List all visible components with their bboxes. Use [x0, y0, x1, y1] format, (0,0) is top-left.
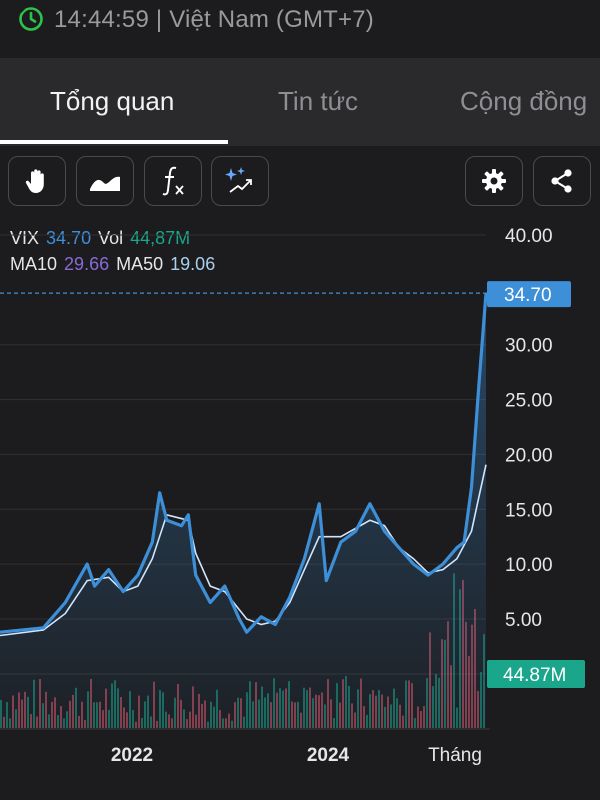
price-legend: VIX 34.70 Vol 44,87M	[10, 228, 192, 249]
volume-tag-label: 44.87M	[503, 665, 566, 686]
function-icon	[162, 166, 184, 196]
ai-tool-button[interactable]	[211, 156, 269, 206]
chart-type-button[interactable]	[76, 156, 134, 206]
price-line	[0, 292, 488, 634]
hand-tool-button[interactable]	[8, 156, 66, 206]
tab-community[interactable]: Cộng đồng	[460, 86, 588, 116]
last-volume-tag: 44.87M	[487, 660, 585, 688]
active-tab-indicator	[0, 140, 228, 144]
ma10-value: 29.66	[64, 254, 110, 274]
share-icon	[551, 169, 572, 193]
tab-news[interactable]: Tin tức	[278, 86, 359, 116]
clock-icon	[18, 6, 43, 31]
ma50-label: MA50	[116, 254, 164, 274]
hand-icon	[25, 169, 44, 193]
x-tick-label: Tháng	[428, 745, 482, 766]
price-chart[interactable]: 40.00 30.00 25.00 20.00 15.00 10.00 5.00 34.70…	[0, 220, 600, 780]
status-bar: 14:44:59 | Việt Nam (GMT+7)	[0, 0, 600, 40]
x-axis: 2022 2024 Tháng	[111, 745, 482, 766]
ma10-label: MA10	[10, 254, 58, 274]
x-tick-label: 2024	[307, 745, 350, 766]
vol-value: 44,87M	[130, 228, 191, 248]
y-tick-label: 5.00	[505, 610, 542, 631]
y-tick-label: 30.00	[505, 336, 553, 357]
magic-wand-icon	[225, 167, 252, 193]
settings-button[interactable]	[465, 156, 523, 206]
tab-overview[interactable]: Tổng quan	[50, 86, 175, 116]
ma50-value: 19.06	[170, 254, 216, 274]
y-tick-label: 25.00	[505, 391, 553, 412]
last-price-tag: 34.70	[487, 281, 571, 308]
symbol-label: VIX	[10, 228, 40, 248]
ma-legend: MA10 29.66 MA50 19.06	[10, 254, 217, 275]
y-tick-label: 40.00	[505, 226, 553, 247]
indicator-button[interactable]	[144, 156, 202, 206]
timezone-label: 14:44:59 | Việt Nam (GMT+7)	[54, 6, 374, 33]
price-value: 34.70	[46, 228, 92, 248]
price-tag-bg	[487, 281, 571, 308]
y-axis: 40.00 30.00 25.00 20.00 15.00 10.00 5.00	[505, 226, 553, 631]
gear-icon	[482, 169, 506, 193]
y-tick-label: 15.00	[505, 500, 553, 521]
share-button[interactable]	[533, 156, 591, 206]
price-tag-label: 34.70	[504, 285, 552, 306]
y-tick-label: 20.00	[505, 445, 553, 466]
vol-label: Vol	[98, 228, 124, 248]
volume-tag-bg	[487, 660, 585, 688]
tab-bar: Tổng quan Tin tức Cộng đồng	[0, 58, 600, 146]
x-tick-label: 2022	[111, 745, 153, 766]
y-tick-label: 10.00	[505, 555, 553, 576]
area-chart-icon	[90, 176, 120, 191]
price-area	[0, 293, 486, 729]
